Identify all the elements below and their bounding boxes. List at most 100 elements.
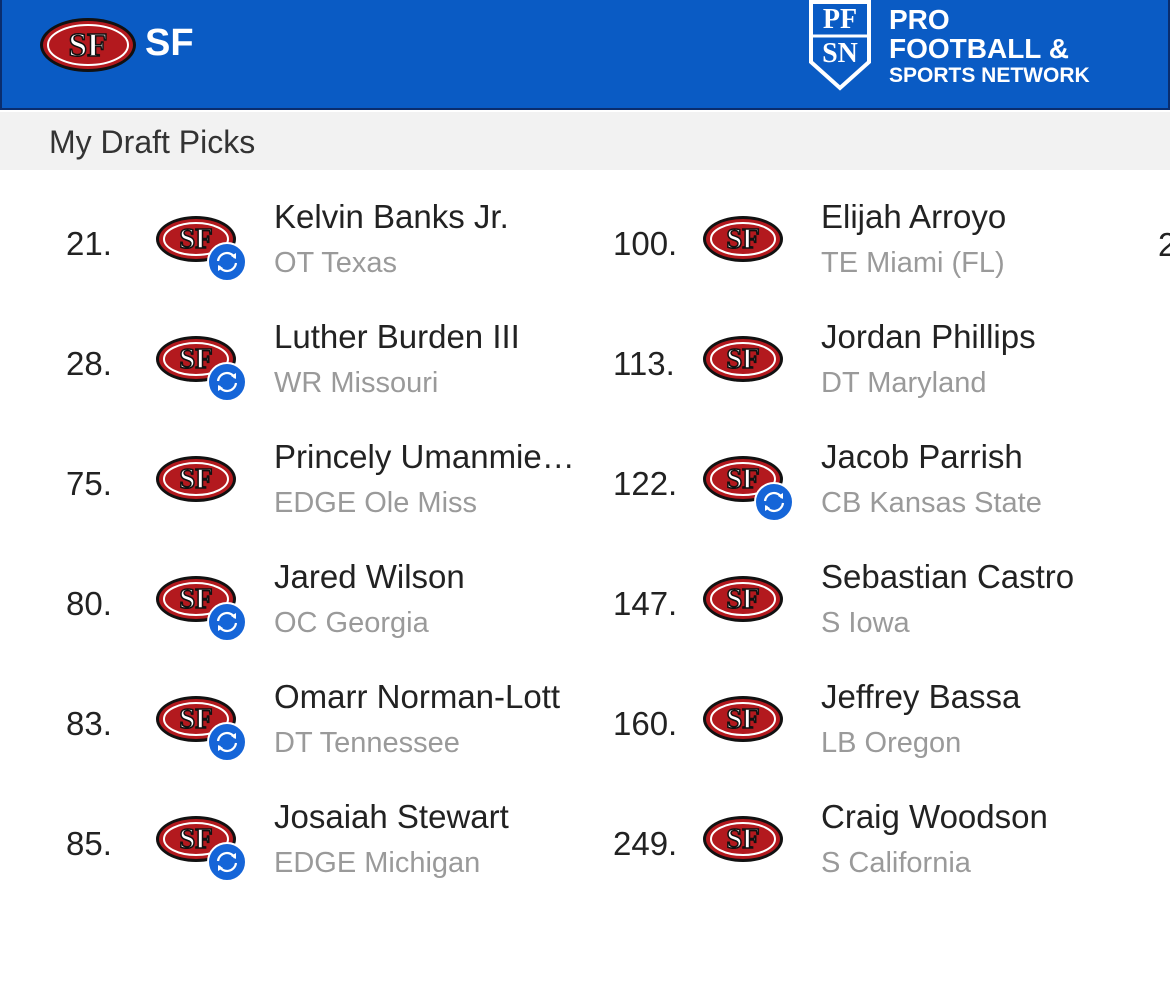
player-detail: S Iowa xyxy=(821,607,910,639)
logo-text: SF xyxy=(726,224,759,255)
traded-icon xyxy=(218,733,236,751)
team-logo: SF xyxy=(156,336,247,402)
player-name: Sebastian Castro xyxy=(821,558,1075,595)
pick-number: 21. xyxy=(66,225,112,262)
logo-text: SF xyxy=(726,464,759,495)
pick-number: 28. xyxy=(66,345,112,382)
traded-icon xyxy=(218,373,236,391)
pick-number: 75. xyxy=(66,465,112,502)
logo-text: SF xyxy=(179,224,212,255)
logo-ring xyxy=(163,582,229,616)
traded-badge xyxy=(207,362,247,402)
team-logo: SF xyxy=(703,336,783,382)
brand-line: SPORTS NETWORK xyxy=(889,64,1090,87)
player-detail: OT Texas xyxy=(274,247,398,279)
logo-text: SF xyxy=(726,704,759,735)
logo-oval xyxy=(706,819,780,859)
logo-text: SF xyxy=(726,824,759,855)
traded-badge xyxy=(207,842,247,882)
logo-ring xyxy=(163,822,229,856)
traded-badge xyxy=(754,482,794,522)
partial-pick: 2 xyxy=(1158,226,1170,263)
player-detail: CB Kansas State xyxy=(821,487,1042,519)
logo-ring xyxy=(47,24,129,66)
logo-ring xyxy=(710,462,776,496)
player-detail: DT Tennessee xyxy=(274,727,460,759)
player-detail: S California xyxy=(821,847,971,879)
player-name: Kelvin Banks Jr. xyxy=(274,198,509,235)
player-detail: EDGE Ole Miss xyxy=(274,487,478,519)
brand-logo-text: PF xyxy=(823,4,857,35)
team-code: SF xyxy=(145,22,194,64)
pick-number: 160. xyxy=(613,705,678,742)
player-name: Princely Umanmie… xyxy=(274,438,575,475)
team-logo: SF xyxy=(703,816,783,862)
header: SF PF SN PRO FOOTBALL & SPORTS NETWORK xyxy=(0,0,1170,110)
team-logo: SF xyxy=(703,456,794,522)
logo-oval xyxy=(706,579,780,619)
team-logo: SF xyxy=(156,456,236,502)
logo-text: SF xyxy=(726,584,759,615)
logo-oval xyxy=(706,699,780,739)
player-detail: TE Miami (FL) xyxy=(821,247,1005,279)
traded-badge xyxy=(207,242,247,282)
player-name: Craig Woodson xyxy=(821,798,1048,835)
team-logo: SF xyxy=(156,696,247,762)
player-detail: OC Georgia xyxy=(274,607,429,639)
logo-ring xyxy=(163,342,229,376)
player-detail: LB Oregon xyxy=(821,727,962,759)
pick-number: 80. xyxy=(66,585,112,622)
team-logo: SF xyxy=(703,216,783,262)
logo-text: SF xyxy=(179,704,212,735)
player-detail: WR Missouri xyxy=(274,367,439,399)
logo-text: SF xyxy=(179,584,212,615)
player-name: Elijah Arroyo xyxy=(821,198,1007,235)
logo-ring xyxy=(163,702,229,736)
player-name: Jeffrey Bassa xyxy=(821,678,1021,715)
pick-number: 249. xyxy=(613,825,678,862)
logo-ring xyxy=(710,342,776,376)
logo-text: SF xyxy=(179,824,212,855)
section-bar: My Draft Picks xyxy=(0,112,1170,170)
pick-number: 122. xyxy=(613,465,678,502)
logo-oval xyxy=(706,339,780,379)
player-detail: DT Maryland xyxy=(821,367,987,399)
logo-text: SF xyxy=(179,344,212,375)
logo-ring xyxy=(163,222,229,256)
traded-badge xyxy=(207,722,247,762)
traded-icon xyxy=(218,253,236,271)
pick-number: 83. xyxy=(66,705,112,742)
logo-ring xyxy=(163,462,229,496)
traded-icon xyxy=(218,613,236,631)
brand-line: FOOTBALL & xyxy=(889,33,1069,64)
team-logo: SF xyxy=(156,576,247,642)
logo-text: SF xyxy=(726,344,759,375)
player-name: Jacob Parrish xyxy=(821,438,1023,475)
team-logo: SF xyxy=(156,216,247,282)
logo-ring xyxy=(710,582,776,616)
team-logo: SF xyxy=(703,576,783,622)
team-logo: SF xyxy=(156,816,247,882)
logo-oval xyxy=(43,21,133,69)
pick-number: 147. xyxy=(613,585,678,622)
logo-ring xyxy=(710,222,776,256)
player-name: Luther Burden III xyxy=(274,318,520,355)
logo-oval xyxy=(706,219,780,259)
logo-oval xyxy=(159,459,233,499)
traded-icon xyxy=(218,853,236,871)
traded-icon xyxy=(765,493,783,511)
pick-number: 85. xyxy=(66,825,112,862)
logo-text: SF xyxy=(179,464,212,495)
player-name: Jared Wilson xyxy=(274,558,465,595)
logo-text: SF xyxy=(68,27,107,64)
logo-ring xyxy=(710,702,776,736)
player-name: Jordan Phillips xyxy=(821,318,1036,355)
team-logo: SF xyxy=(40,18,136,72)
pick-number: 113. xyxy=(613,345,675,382)
player-name: Omarr Norman-Lott xyxy=(274,678,561,715)
brand-line: PRO xyxy=(889,4,950,35)
player-detail: EDGE Michigan xyxy=(274,847,481,879)
player-name: Josaiah Stewart xyxy=(274,798,509,835)
team-logo: SF xyxy=(703,696,783,742)
